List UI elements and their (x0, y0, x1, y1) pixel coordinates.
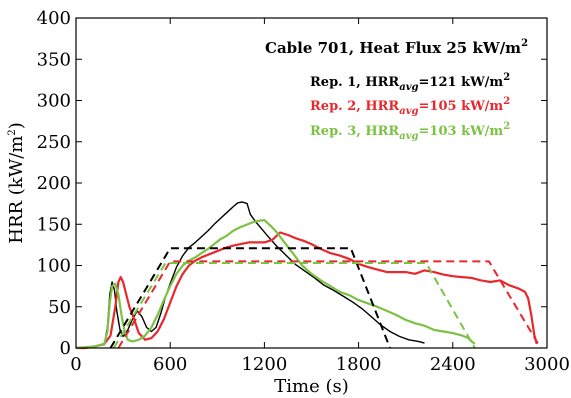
plot-lines (75, 201, 542, 350)
legend-entry-3: Rep. 3, HRRavg=103 kW/m2 (310, 121, 510, 142)
x-tick-label: 3000 (524, 354, 570, 375)
series-line-1 (75, 201, 425, 349)
y-tick-label: 350 (37, 49, 71, 70)
series-line-3 (75, 219, 476, 350)
y-tick-label: 200 (37, 173, 71, 194)
y-axis-title: HRR (kW/m2) (6, 122, 27, 244)
legend-entry-2: Rep. 2, HRRavg=105 kW/m2 (310, 96, 510, 117)
y-tick-label: 250 (37, 132, 71, 153)
y-tick-label: 400 (37, 8, 71, 29)
x-axis-title: Time (s) (274, 376, 349, 397)
x-tick-label: 600 (153, 354, 187, 375)
x-tick-label: 2400 (430, 354, 476, 375)
series-line-2 (76, 231, 538, 350)
series-line-5 (117, 260, 542, 349)
chart-title: Cable 701, Heat Flux 25 kW/m2 (265, 38, 528, 57)
y-tick-label: 150 (37, 214, 71, 235)
series-line-4 (109, 247, 391, 349)
x-tick-label: 0 (70, 354, 81, 375)
x-tick-label: 1200 (241, 354, 287, 375)
y-tick-label: 100 (37, 256, 71, 277)
legend-entry-1: Rep. 1, HRRavg=121 kW/m2 (310, 72, 510, 93)
series-line-6 (112, 262, 476, 349)
y-tick-label: 300 (37, 91, 71, 112)
legend: Rep. 1, HRRavg=121 kW/m2 Rep. 2, HRRavg=1… (310, 72, 510, 142)
y-tick-label: 0 (60, 338, 71, 359)
x-tick-label: 1800 (336, 354, 382, 375)
y-tick-label: 50 (48, 297, 71, 318)
axis-ticks (75, 17, 548, 349)
plot-frame (75, 17, 548, 349)
axis-tick-labels: 0 600 1200 1800 2400 3000 0 50 100 150 200 250 300 35… (37, 8, 570, 375)
